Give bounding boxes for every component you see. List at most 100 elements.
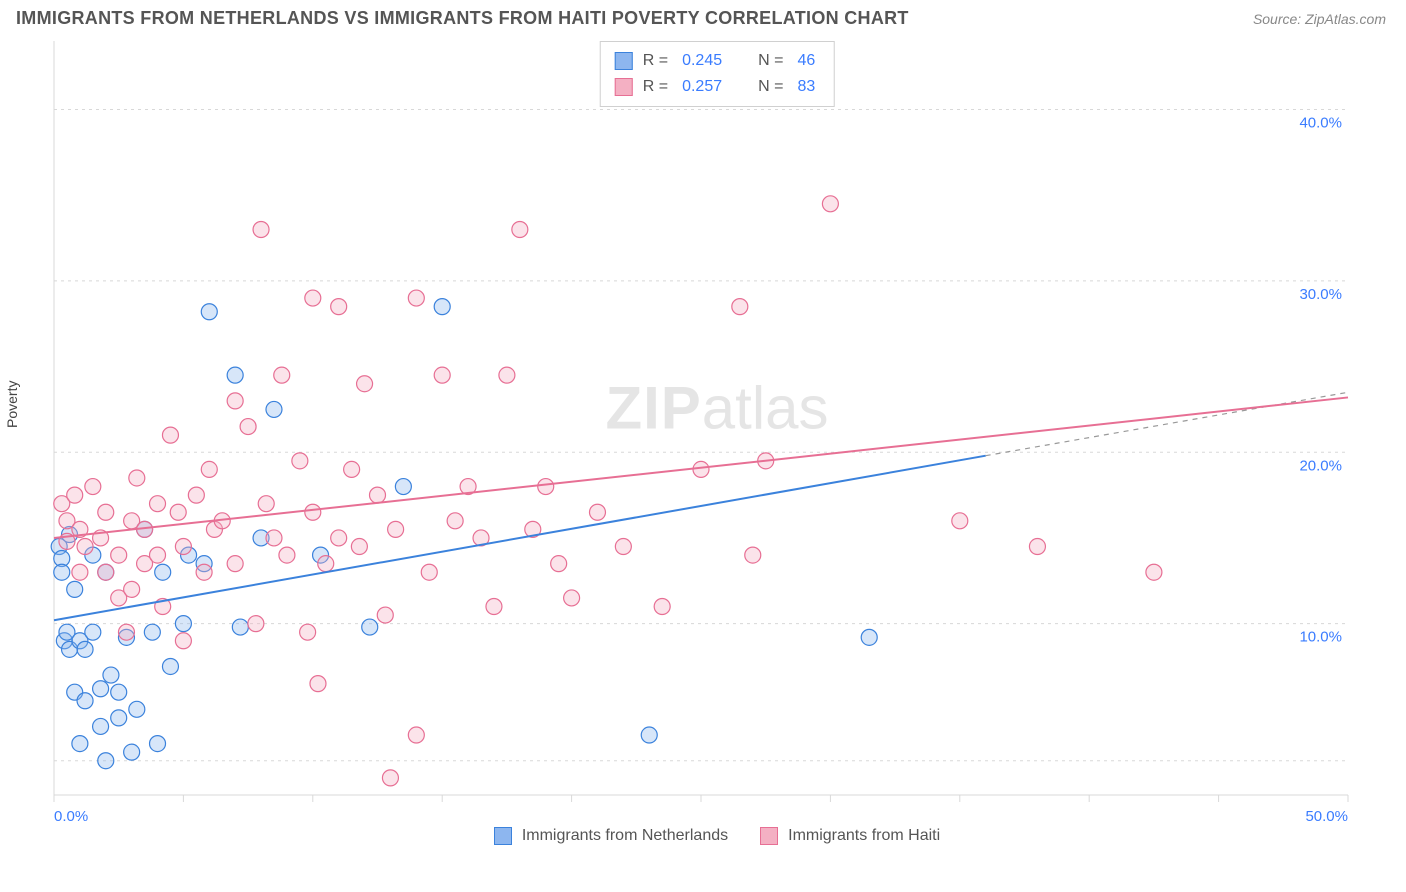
data-point [175,633,191,649]
data-point [72,564,88,580]
trend-extension [986,392,1348,455]
data-point [693,461,709,477]
r-value: 0.245 [682,52,722,70]
data-point [232,619,248,635]
data-point [1029,539,1045,555]
data-point [103,667,119,683]
data-point [310,676,326,692]
data-point [279,547,295,563]
data-point [292,453,308,469]
legend-item: Immigrants from Haiti [760,827,940,845]
r-label: R = [643,78,668,96]
data-point [72,736,88,752]
data-point [85,479,101,495]
data-point [175,616,191,632]
data-point [421,564,437,580]
legend-row: R = 0.245 N = 46 [615,48,820,74]
data-point [344,461,360,477]
svg-text:30.0%: 30.0% [1299,286,1342,303]
data-point [861,629,877,645]
legend-swatch [760,827,778,845]
data-point [170,504,186,520]
data-point [144,624,160,640]
data-point [155,564,171,580]
data-point [952,513,968,529]
data-point [331,299,347,315]
n-value: 83 [797,78,815,96]
legend-swatch [494,827,512,845]
data-point [641,727,657,743]
data-point [150,496,166,512]
n-label: N = [758,52,783,70]
data-point [124,581,140,597]
data-point [266,401,282,417]
svg-text:20.0%: 20.0% [1299,457,1342,474]
plot-svg: 10.0%20.0%30.0%40.0%0.0%50.0% [48,35,1368,845]
data-point [77,641,93,657]
data-point [382,770,398,786]
correlation-legend: R =0.245N =46R =0.257N =83 [600,41,835,107]
data-point [370,487,386,503]
data-point [196,564,212,580]
legend-item: Immigrants from Netherlands [494,827,728,845]
data-point [1146,564,1162,580]
trend-line [54,456,986,621]
data-point [512,222,528,238]
n-label: N = [758,78,783,96]
data-point [124,744,140,760]
data-point [98,753,114,769]
data-point [201,304,217,320]
data-point [300,624,316,640]
data-point [227,367,243,383]
data-point [77,693,93,709]
svg-text:10.0%: 10.0% [1299,629,1342,646]
data-point [434,367,450,383]
svg-text:50.0%: 50.0% [1305,808,1348,825]
r-label: R = [643,52,668,70]
legend-label: Immigrants from Haiti [788,827,940,845]
data-point [395,479,411,495]
data-point [175,539,191,555]
data-point [615,539,631,555]
series-legend: Immigrants from Netherlands Immigrants fr… [48,827,1386,845]
data-point [253,222,269,238]
legend-label: Immigrants from Netherlands [522,827,728,845]
scatter-chart: Poverty ZIPatlas 10.0%20.0%30.0%40.0%0.0… [48,35,1386,845]
data-point [564,590,580,606]
data-point [305,504,321,520]
data-point [162,658,178,674]
data-point [201,461,217,477]
data-point [150,736,166,752]
data-point [248,616,264,632]
data-point [362,619,378,635]
legend-swatch [615,52,633,70]
chart-header: IMMIGRANTS FROM NETHERLANDS VS IMMIGRANT… [0,0,1406,35]
data-point [98,504,114,520]
data-point [486,599,502,615]
data-point [305,290,321,306]
data-point [434,299,450,315]
data-point [77,539,93,555]
data-point [54,564,70,580]
data-point [331,530,347,546]
data-point [732,299,748,315]
y-axis-label: Poverty [4,381,20,428]
data-point [745,547,761,563]
data-point [129,701,145,717]
data-point [67,487,83,503]
n-value: 46 [797,52,815,70]
data-point [227,556,243,572]
data-point [357,376,373,392]
data-point [111,547,127,563]
data-point [98,564,114,580]
data-point [67,581,83,597]
data-point [150,547,166,563]
data-point [188,487,204,503]
data-point [93,718,109,734]
data-point [266,530,282,546]
data-point [589,504,605,520]
chart-title: IMMIGRANTS FROM NETHERLANDS VS IMMIGRANT… [16,8,909,29]
data-point [129,470,145,486]
data-point [274,367,290,383]
legend-swatch [615,78,633,96]
